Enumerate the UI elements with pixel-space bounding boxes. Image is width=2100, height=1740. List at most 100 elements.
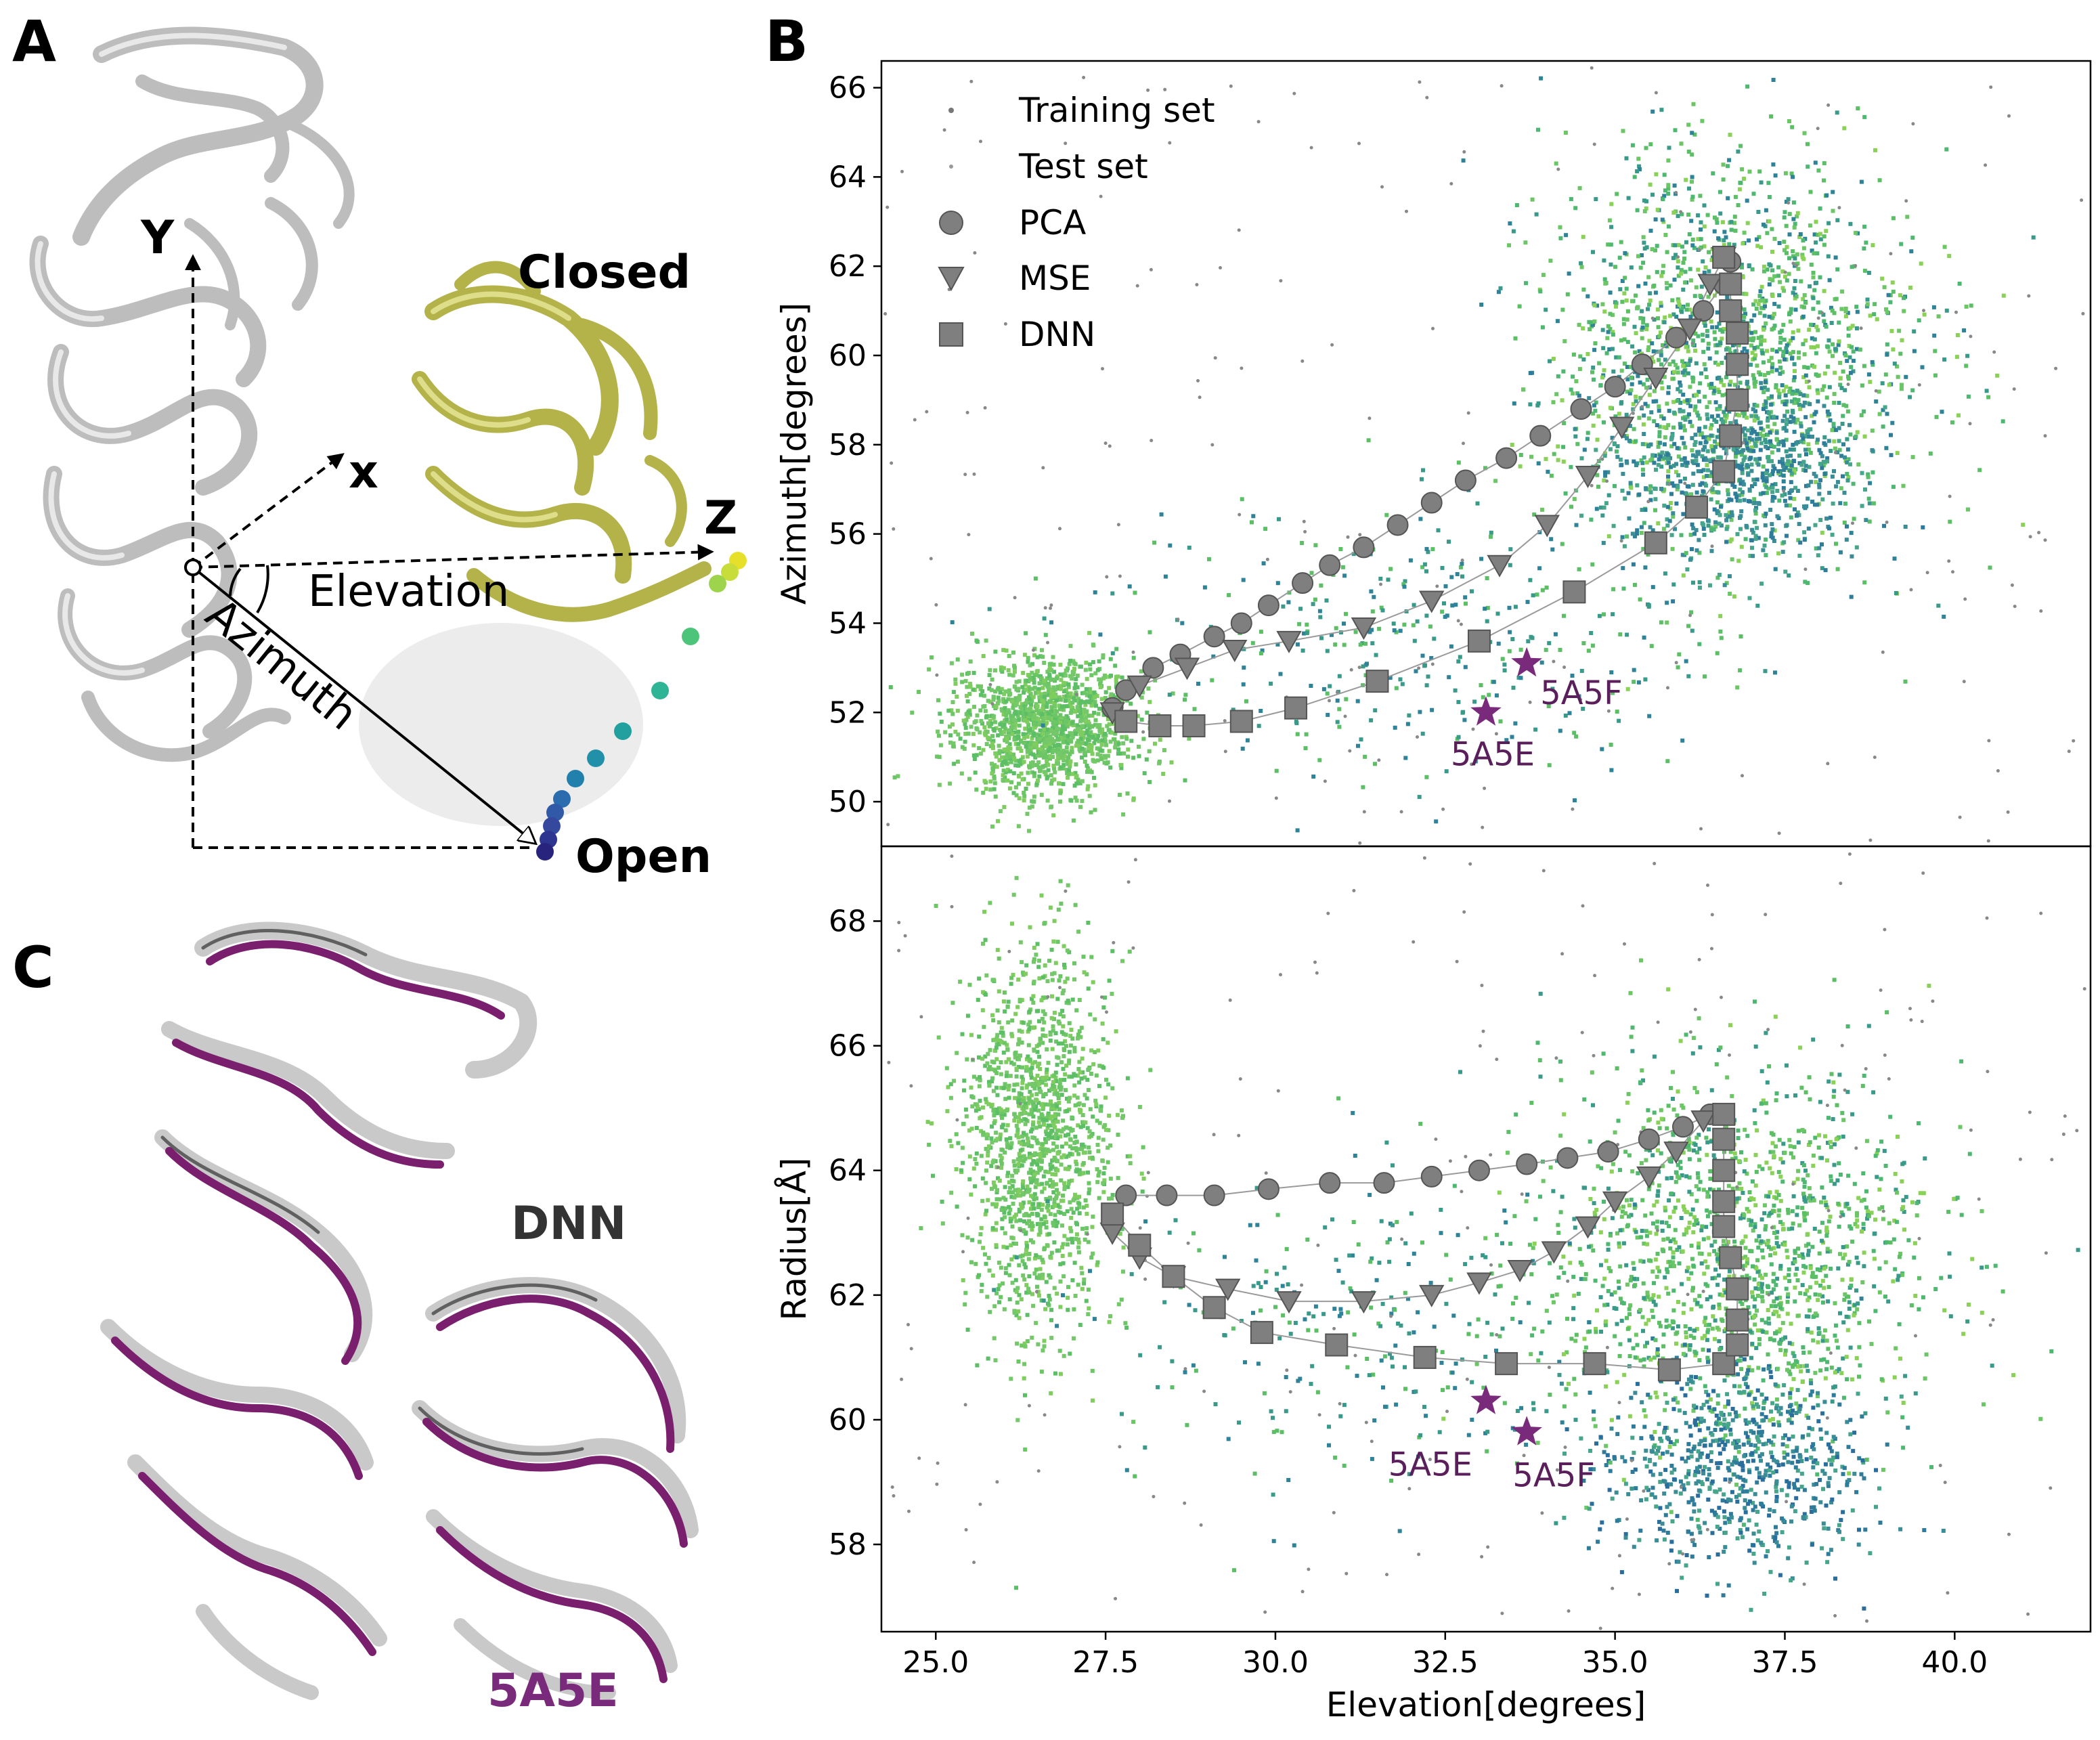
scatter-point <box>1936 314 1941 319</box>
scatter-point <box>1020 998 1024 1003</box>
scatter-point <box>993 1358 998 1363</box>
scatter-point <box>1724 527 1729 531</box>
scatter-point <box>1059 707 1064 712</box>
scatter-point <box>1724 518 1729 523</box>
scatter-point <box>997 699 1001 703</box>
scatter-point <box>896 774 900 779</box>
scatter-point <box>1883 405 1887 410</box>
scatter-point <box>1678 383 1683 388</box>
scatter-point <box>1027 1274 1032 1279</box>
scatter-point <box>1098 685 1103 689</box>
scatter-point <box>1049 661 1053 666</box>
scatter-point <box>1633 534 1637 539</box>
scatter-point <box>1659 303 1663 308</box>
marker-pca <box>1353 536 1375 559</box>
scatter-point <box>1652 389 1657 393</box>
scatter-point <box>1912 329 1917 334</box>
scatter-point <box>1068 752 1072 756</box>
scatter-point <box>1619 462 1624 467</box>
scatter-point <box>1524 281 1528 286</box>
scatter-point <box>1037 695 1042 699</box>
scatter-point <box>1671 599 1676 604</box>
scatter-point <box>1078 737 1083 741</box>
scatter-point <box>1458 565 1463 569</box>
elevation-arc <box>229 567 242 596</box>
scatter-point <box>1770 495 1775 499</box>
test-point <box>892 527 896 531</box>
test-point <box>1562 666 1567 669</box>
scatter-point <box>1882 285 1887 290</box>
scatter-point <box>1644 460 1649 465</box>
scatter-point <box>1059 736 1064 740</box>
scatter-point <box>1645 377 1650 382</box>
scatter-point <box>963 739 967 744</box>
scatter-point <box>1705 213 1710 217</box>
scatter-point <box>1075 1073 1080 1078</box>
scatter-point <box>1814 410 1818 414</box>
scatter-point <box>990 762 994 766</box>
scatter-point <box>1016 763 1021 768</box>
scatter-point <box>1812 364 1816 369</box>
scatter-point <box>1073 796 1078 800</box>
scatter-point <box>1585 437 1590 441</box>
scatter-point <box>1688 493 1692 498</box>
scatter-point <box>1788 469 1793 473</box>
scatter-point <box>1034 1125 1038 1130</box>
scatter-point <box>1013 1055 1018 1060</box>
scatter-point <box>1003 755 1008 760</box>
scatter-point <box>1047 1132 1052 1137</box>
scatter-point <box>1781 439 1786 443</box>
scatter-point <box>1026 655 1030 660</box>
scatter-point <box>1824 516 1829 521</box>
test-point <box>1874 389 1878 393</box>
scatter-point <box>1120 959 1124 963</box>
scatter-point <box>1072 686 1077 691</box>
scatter-point <box>1001 712 1006 717</box>
scatter-point <box>1719 636 1724 640</box>
scatter-point <box>1004 734 1009 739</box>
scatter-point <box>1671 463 1676 468</box>
scatter-point <box>1579 668 1584 673</box>
scatter-point <box>1650 247 1655 252</box>
test-point <box>2010 583 2014 587</box>
test-point <box>2006 810 2010 814</box>
scatter-point <box>1424 683 1429 688</box>
scatter-point <box>1650 585 1655 590</box>
scatter-point <box>1602 612 1606 617</box>
scatter-point <box>1764 485 1768 490</box>
scatter-point <box>1755 237 1759 242</box>
scatter-point <box>1051 722 1056 726</box>
test-point <box>2037 531 2041 535</box>
scatter-point <box>1895 364 1899 369</box>
scatter-point <box>1601 373 1606 378</box>
scatter-point <box>1095 752 1100 757</box>
scatter-point <box>1562 421 1567 425</box>
scatter-point <box>1103 696 1108 700</box>
test-point <box>1481 825 1485 829</box>
scatter-point <box>1752 356 1757 361</box>
scatter-point <box>1609 262 1613 267</box>
test-point <box>1911 122 1915 126</box>
scatter-point <box>1756 210 1761 214</box>
scatter-point <box>1702 533 1707 537</box>
scatter-point <box>1782 498 1787 503</box>
scatter-point <box>981 790 986 795</box>
scatter-point <box>1771 414 1776 419</box>
scatter-point <box>892 775 897 780</box>
scatter-point <box>1851 349 1856 354</box>
scatter-point <box>1514 203 1519 207</box>
scatter-point <box>1022 1096 1026 1101</box>
scatter-point <box>1791 254 1795 259</box>
scatter-point <box>1764 401 1768 406</box>
scatter-point <box>1538 289 1543 294</box>
scatter-point <box>1483 607 1487 611</box>
scatter-point <box>1797 235 1802 239</box>
scatter-point <box>1738 181 1743 186</box>
scatter-point <box>1767 314 1772 319</box>
scatter-point <box>1742 498 1747 502</box>
test-point <box>1346 535 1350 539</box>
test-point <box>1688 613 1692 617</box>
scatter-point <box>1069 739 1074 744</box>
test-point <box>1471 727 1475 731</box>
scatter-point <box>1642 198 1646 203</box>
